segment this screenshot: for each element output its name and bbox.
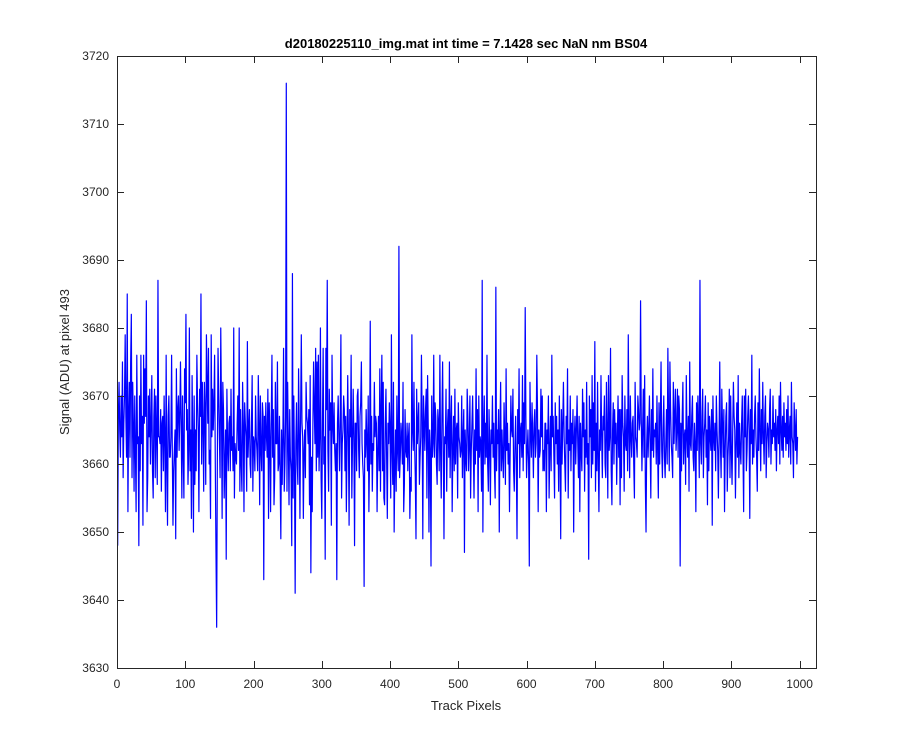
plot-area	[117, 56, 816, 668]
x-tick-label: 500	[448, 677, 468, 691]
x-tick-label: 100	[175, 677, 195, 691]
y-tick-label: 3690	[82, 253, 109, 267]
x-tick-label: 600	[517, 677, 537, 691]
x-tick-label: 700	[585, 677, 605, 691]
ticks-layer	[117, 56, 816, 669]
y-tick-label: 3700	[82, 185, 109, 199]
x-tick-label: 300	[312, 677, 332, 691]
y-tick-label: 3670	[82, 389, 109, 403]
y-tick-label: 3710	[82, 117, 109, 131]
y-tick-label: 3720	[82, 49, 109, 63]
y-tick-label: 3660	[82, 457, 109, 471]
y-tick-label: 3680	[82, 321, 109, 335]
x-tick-label: 900	[721, 677, 741, 691]
y-tick-label: 3650	[82, 525, 109, 539]
series-line-0	[117, 82, 799, 628]
labels-layer: 0 100 200 300 400 500 600 700 800 900 1000 3630 3640…	[82, 49, 813, 691]
series-layer	[117, 82, 799, 628]
y-tick-label: 3640	[82, 593, 109, 607]
y-tick-label: 3630	[82, 661, 109, 675]
x-tick-label: 200	[244, 677, 264, 691]
axes-box	[117, 56, 817, 669]
x-tick-label: 400	[380, 677, 400, 691]
x-axis-title: Track Pixels	[431, 698, 502, 713]
x-tick-label: 800	[653, 677, 673, 691]
x-tick-label: 0	[114, 677, 121, 691]
chart-title: d20180225110_img.mat int time = 7.1428 s…	[285, 36, 648, 51]
y-axis-title: Signal (ADU) at pixel 493	[57, 289, 72, 435]
x-tick-label: 1000	[786, 677, 813, 691]
